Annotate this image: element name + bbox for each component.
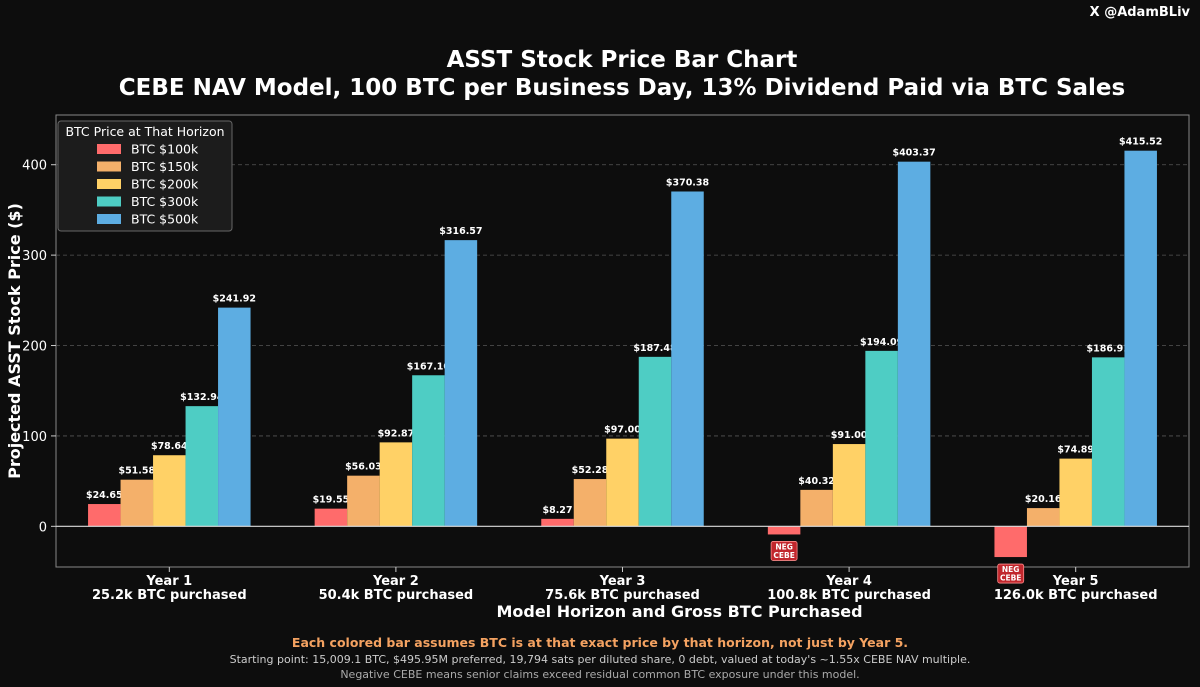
legend-swatch bbox=[97, 196, 121, 207]
bar bbox=[1124, 150, 1157, 527]
bar bbox=[1059, 458, 1092, 527]
y-axis-label: Projected ASST Stock Price ($) bbox=[5, 203, 24, 479]
data-label: $40.32 bbox=[798, 476, 835, 487]
bar bbox=[994, 526, 1027, 558]
legend-entry: BTC $150k bbox=[131, 159, 199, 174]
bar bbox=[606, 438, 639, 527]
y-tick-label: 0 bbox=[39, 520, 47, 535]
data-label: $97.00 bbox=[604, 425, 641, 436]
chart-title: ASST Stock Price Bar Chart CEBE NAV Mode… bbox=[0, 46, 1200, 102]
bar bbox=[88, 504, 121, 527]
data-label: $19.55 bbox=[313, 495, 350, 506]
data-label: $20.16 bbox=[1025, 494, 1062, 505]
data-label: $8.27 bbox=[542, 505, 572, 516]
data-label: $91.00 bbox=[831, 430, 868, 441]
bar bbox=[1091, 357, 1125, 527]
legend-entry: BTC $500k bbox=[131, 212, 199, 227]
y-tick-label: 400 bbox=[22, 159, 47, 174]
y-tick-label: 100 bbox=[22, 430, 47, 445]
bar bbox=[218, 307, 251, 527]
bar bbox=[638, 356, 672, 527]
x-tick-label: 25.2k BTC purchased bbox=[92, 588, 247, 603]
footer-note-negative: Negative CEBE means senior claims exceed… bbox=[340, 668, 860, 681]
chart-title-line-2: CEBE NAV Model, 100 BTC per Business Day… bbox=[118, 75, 1126, 101]
bar bbox=[671, 191, 704, 527]
x-tick-label: Year 5 bbox=[1052, 574, 1099, 589]
y-tick-label: 300 bbox=[22, 249, 47, 264]
data-label: NEG bbox=[775, 542, 793, 551]
bar bbox=[347, 475, 380, 527]
neg-cebe-badge bbox=[770, 541, 798, 561]
legend-swatch bbox=[97, 179, 121, 189]
bar bbox=[412, 375, 445, 527]
y-tick-label: 200 bbox=[22, 340, 47, 355]
x-tick-label: 126.0k BTC purchased bbox=[994, 588, 1158, 603]
x-axis-label: Model Horizon and Gross BTC Purchased bbox=[496, 602, 862, 621]
bar bbox=[185, 406, 219, 527]
data-label: $132.94 bbox=[180, 392, 224, 403]
bar bbox=[832, 444, 866, 527]
data-label: NEG bbox=[1002, 565, 1020, 574]
bar bbox=[800, 489, 833, 527]
legend-swatch bbox=[97, 214, 121, 224]
bar bbox=[444, 240, 478, 527]
data-label: $403.37 bbox=[892, 148, 935, 159]
data-label: $52.28 bbox=[572, 465, 609, 476]
footer-note-assumptions: Starting point: 15,009.1 BTC, $495.95M p… bbox=[229, 653, 971, 666]
data-label: $415.52 bbox=[1119, 137, 1162, 148]
legend-entry: BTC $100k bbox=[131, 142, 199, 157]
data-label: CEBE bbox=[773, 551, 794, 560]
legend-swatch bbox=[97, 161, 121, 172]
bar bbox=[897, 161, 931, 527]
bar bbox=[379, 442, 413, 527]
x-tick-label: Year 2 bbox=[372, 574, 419, 589]
data-label: $74.89 bbox=[1057, 445, 1094, 456]
bar bbox=[153, 455, 186, 527]
data-label: $24.65 bbox=[86, 490, 123, 501]
data-label: $56.03 bbox=[345, 462, 382, 473]
bar bbox=[1026, 508, 1060, 527]
data-label: $241.92 bbox=[213, 294, 256, 305]
bar-chart: 0 100 200 300 400 Projected ASST Stock Price … bbox=[5, 114, 1190, 621]
bar bbox=[120, 479, 154, 527]
data-label: $194.09 bbox=[860, 337, 903, 348]
bar bbox=[541, 518, 574, 527]
data-label: $51.58 bbox=[118, 466, 155, 477]
data-label: $370.38 bbox=[666, 177, 710, 188]
legend-entry: BTC $300k bbox=[131, 194, 199, 209]
author-handle: X @AdamBLiv bbox=[1089, 5, 1190, 20]
legend-title: BTC Price at That Horizon bbox=[65, 124, 224, 139]
legend-swatch bbox=[97, 144, 121, 154]
data-label: $186.91 bbox=[1087, 343, 1130, 354]
x-tick-label: Year 3 bbox=[599, 574, 646, 589]
data-label: CEBE bbox=[1000, 574, 1021, 583]
x-tick-label: 75.6k BTC purchased bbox=[545, 588, 700, 603]
neg-cebe-badge bbox=[997, 563, 1025, 584]
data-label: $187.48 bbox=[633, 343, 677, 354]
data-label: $78.64 bbox=[151, 441, 188, 452]
data-label: $316.57 bbox=[439, 226, 482, 237]
data-label: $92.87 bbox=[378, 428, 415, 439]
x-tick-label: Year 1 bbox=[145, 574, 192, 589]
x-tick-label: Year 4 bbox=[825, 574, 872, 589]
bar bbox=[865, 350, 898, 527]
x-tick-label: 100.8k BTC purchased bbox=[767, 588, 931, 603]
legend-entry: BTC $200k bbox=[131, 177, 199, 192]
chart-title-line-1: ASST Stock Price Bar Chart bbox=[446, 47, 798, 73]
bar bbox=[573, 479, 607, 527]
data-label: $167.10 bbox=[407, 361, 451, 372]
bar bbox=[314, 508, 348, 527]
x-tick-label: 50.4k BTC purchased bbox=[319, 588, 474, 603]
footer-note-highlight: Each colored bar assumes BTC is at that … bbox=[291, 635, 909, 650]
bar bbox=[767, 526, 801, 535]
